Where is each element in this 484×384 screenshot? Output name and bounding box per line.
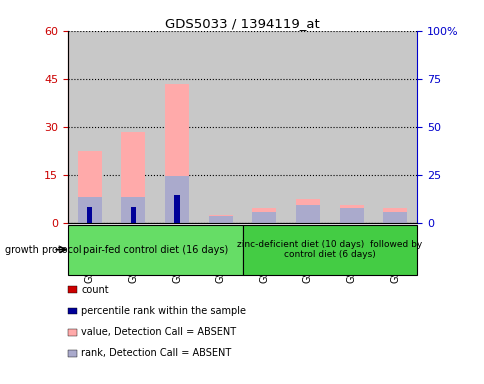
Bar — [198, 31, 242, 223]
Bar — [87, 207, 92, 223]
Text: pair-fed control diet (16 days): pair-fed control diet (16 days) — [82, 245, 227, 255]
Bar — [111, 31, 155, 223]
Bar — [121, 197, 145, 223]
Bar — [155, 31, 198, 223]
Bar — [121, 132, 145, 223]
Text: percentile rank within the sample: percentile rank within the sample — [81, 306, 246, 316]
Bar — [77, 151, 102, 223]
Bar — [252, 212, 276, 223]
Bar — [68, 225, 242, 275]
Bar — [382, 208, 407, 223]
Text: zinc-deficient diet (10 days)  followed by
control diet (6 days): zinc-deficient diet (10 days) followed b… — [237, 240, 422, 259]
Bar — [295, 199, 319, 223]
Bar — [165, 84, 189, 223]
Bar — [242, 225, 416, 275]
Text: value, Detection Call = ABSENT: value, Detection Call = ABSENT — [81, 327, 236, 337]
Bar — [329, 31, 373, 223]
Bar — [295, 205, 319, 223]
Bar — [174, 195, 179, 223]
Text: growth protocol: growth protocol — [5, 245, 81, 255]
Bar — [208, 216, 232, 223]
Text: GDS5033 / 1394119_at: GDS5033 / 1394119_at — [165, 17, 319, 30]
Text: count: count — [81, 285, 109, 295]
Bar — [77, 197, 102, 223]
Bar — [286, 31, 329, 223]
Bar — [339, 205, 363, 223]
Bar — [68, 31, 111, 223]
Bar — [208, 215, 232, 223]
Bar — [131, 207, 136, 223]
Bar — [373, 31, 416, 223]
Bar — [242, 31, 286, 223]
Bar — [382, 212, 407, 223]
Bar — [339, 208, 363, 223]
Bar — [165, 176, 189, 223]
Text: rank, Detection Call = ABSENT: rank, Detection Call = ABSENT — [81, 348, 231, 358]
Bar — [252, 208, 276, 223]
